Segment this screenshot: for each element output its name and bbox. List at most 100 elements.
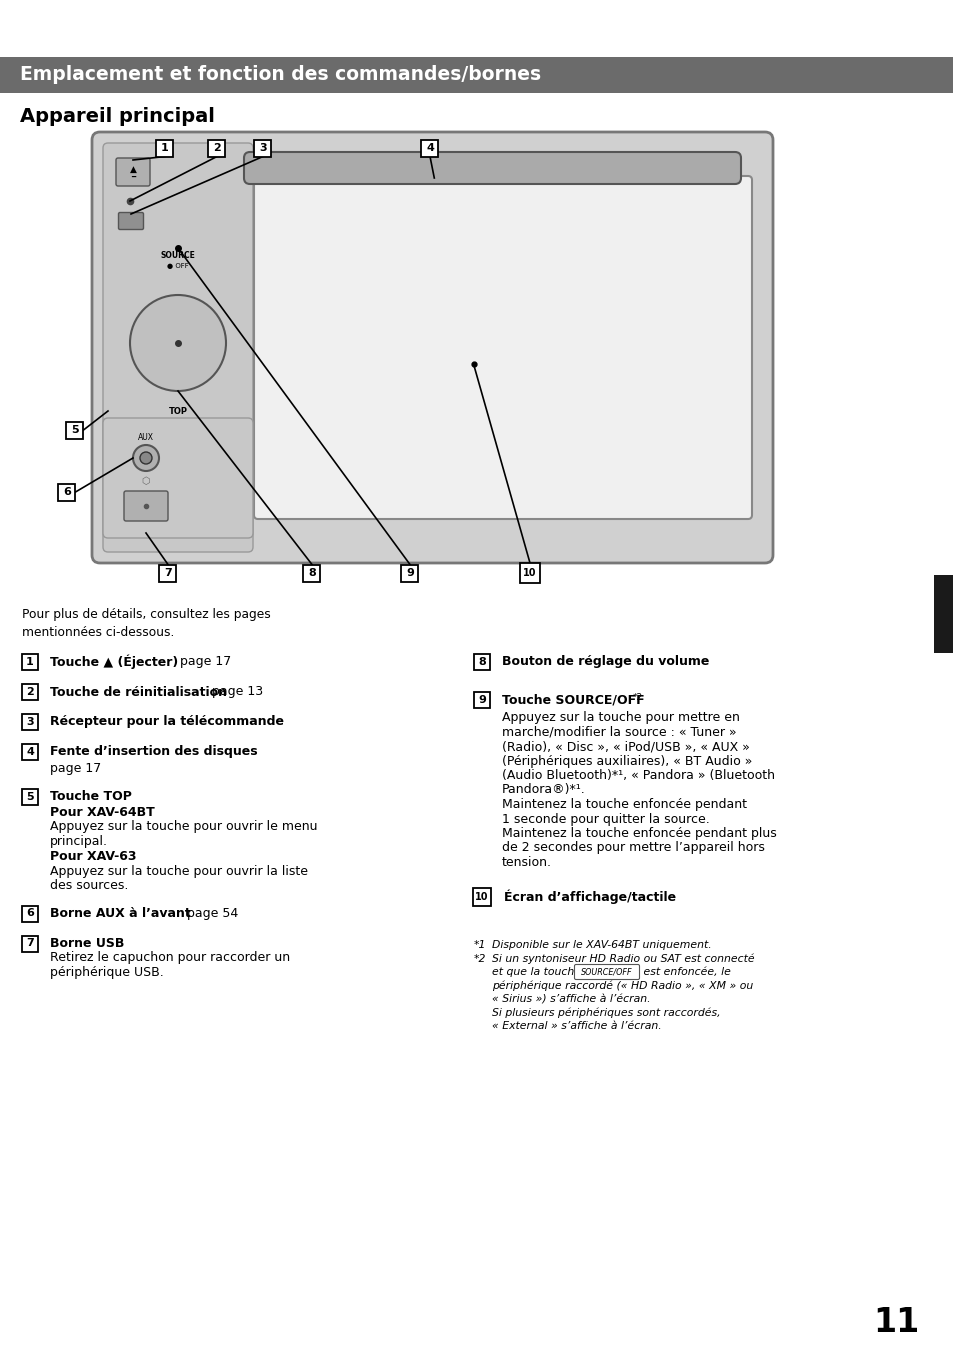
Text: 6: 6 bbox=[26, 909, 34, 918]
Text: Récepteur pour la télécommande: Récepteur pour la télécommande bbox=[50, 715, 284, 729]
FancyBboxPatch shape bbox=[118, 212, 143, 230]
Text: 2: 2 bbox=[213, 143, 221, 153]
Text: 4: 4 bbox=[426, 143, 434, 153]
FancyBboxPatch shape bbox=[574, 964, 639, 979]
Text: Appuyez sur la touche pour ouvrir le menu: Appuyez sur la touche pour ouvrir le men… bbox=[50, 821, 317, 833]
Text: 1: 1 bbox=[26, 657, 34, 667]
Text: 9: 9 bbox=[477, 695, 485, 704]
Bar bbox=[22, 684, 38, 700]
Text: page 17: page 17 bbox=[50, 763, 101, 775]
Text: SOURCE: SOURCE bbox=[160, 251, 195, 261]
Bar bbox=[22, 654, 38, 671]
Text: (Périphériques auxiliaires), « BT Audio »: (Périphériques auxiliaires), « BT Audio … bbox=[501, 754, 752, 768]
Text: des sources.: des sources. bbox=[50, 879, 129, 892]
FancyBboxPatch shape bbox=[103, 143, 253, 552]
Text: 3: 3 bbox=[259, 143, 267, 153]
Text: Touche ▲ (Éjecter): Touche ▲ (Éjecter) bbox=[50, 654, 178, 669]
Bar bbox=[474, 654, 490, 671]
Text: principal.: principal. bbox=[50, 834, 108, 848]
Text: ● OFF: ● OFF bbox=[167, 264, 189, 269]
Text: SOURCE/OFF: SOURCE/OFF bbox=[580, 968, 632, 976]
Text: 8: 8 bbox=[477, 657, 485, 667]
FancyBboxPatch shape bbox=[91, 132, 772, 562]
Text: Bouton de réglage du volume: Bouton de réglage du volume bbox=[501, 656, 709, 668]
Text: (Audio Bluetooth)*¹, « Pandora » (Bluetooth: (Audio Bluetooth)*¹, « Pandora » (Blueto… bbox=[501, 769, 774, 781]
Text: 11: 11 bbox=[873, 1306, 919, 1338]
Text: Fente d’insertion des disques: Fente d’insertion des disques bbox=[50, 745, 257, 758]
FancyBboxPatch shape bbox=[244, 151, 740, 184]
Text: *2: *2 bbox=[633, 692, 642, 702]
Text: Pandora®)*¹.: Pandora®)*¹. bbox=[501, 784, 585, 796]
Bar bbox=[0, 57, 953, 93]
Text: est enfoncée, le: est enfoncée, le bbox=[639, 967, 730, 977]
Text: de 2 secondes pour mettre l’appareil hors: de 2 secondes pour mettre l’appareil hor… bbox=[501, 841, 764, 854]
Text: Pour plus de détails, consultez les pages
mentionnées ci-dessous.: Pour plus de détails, consultez les page… bbox=[22, 608, 271, 639]
Text: Maintenez la touche enfoncée pendant: Maintenez la touche enfoncée pendant bbox=[501, 798, 746, 811]
Bar bbox=[519, 562, 539, 583]
Text: 1: 1 bbox=[161, 143, 169, 153]
Text: Disponible sur le XAV-64BT uniquement.: Disponible sur le XAV-64BT uniquement. bbox=[492, 940, 711, 950]
Text: (Radio), « Disc », « iPod/USB », « AUX »: (Radio), « Disc », « iPod/USB », « AUX » bbox=[501, 740, 749, 753]
Bar bbox=[473, 888, 491, 906]
Text: 5: 5 bbox=[71, 425, 79, 435]
Text: page 17: page 17 bbox=[175, 656, 231, 668]
Text: 1 seconde pour quitter la source.: 1 seconde pour quitter la source. bbox=[501, 813, 709, 826]
Text: Appuyez sur la touche pour mettre en: Appuyez sur la touche pour mettre en bbox=[501, 711, 740, 725]
Text: ⬡: ⬡ bbox=[142, 476, 150, 485]
Text: AUX: AUX bbox=[138, 434, 153, 442]
Text: ▲: ▲ bbox=[130, 165, 136, 173]
Text: page 13: page 13 bbox=[208, 685, 263, 699]
Bar bbox=[22, 714, 38, 730]
Text: Touche de réinitialisation: Touche de réinitialisation bbox=[50, 685, 227, 699]
Bar bbox=[209, 139, 225, 157]
Text: 10: 10 bbox=[522, 568, 537, 579]
Text: Appareil principal: Appareil principal bbox=[20, 107, 214, 126]
Text: Borne USB: Borne USB bbox=[50, 937, 124, 950]
Bar bbox=[22, 744, 38, 760]
Bar bbox=[67, 422, 84, 438]
Bar bbox=[303, 565, 320, 581]
Text: 7: 7 bbox=[164, 568, 172, 579]
Text: Appuyez sur la touche pour ouvrir la liste: Appuyez sur la touche pour ouvrir la lis… bbox=[50, 864, 308, 877]
Text: 3: 3 bbox=[26, 717, 33, 727]
Text: Pour XAV-64BT: Pour XAV-64BT bbox=[50, 806, 154, 818]
Text: tension.: tension. bbox=[501, 856, 552, 869]
Text: « Sirius ») s’affiche à l’écran.: « Sirius ») s’affiche à l’écran. bbox=[492, 994, 650, 1005]
Bar bbox=[474, 692, 490, 708]
Bar bbox=[22, 788, 38, 804]
Circle shape bbox=[140, 452, 152, 464]
Bar bbox=[401, 565, 418, 581]
Text: Touche TOP: Touche TOP bbox=[50, 790, 132, 803]
Bar bbox=[159, 565, 176, 581]
Text: TOP: TOP bbox=[169, 407, 188, 415]
FancyBboxPatch shape bbox=[124, 491, 168, 521]
Text: Écran d’affichage/tactile: Écran d’affichage/tactile bbox=[503, 890, 676, 904]
Text: Borne AUX à l’avant: Borne AUX à l’avant bbox=[50, 907, 191, 919]
Text: Pour XAV-63: Pour XAV-63 bbox=[50, 850, 136, 863]
Text: 9: 9 bbox=[406, 568, 414, 579]
Text: 2: 2 bbox=[26, 687, 34, 698]
Text: 4: 4 bbox=[26, 748, 34, 757]
Bar bbox=[22, 936, 38, 952]
Text: marche/modifier la source : « Tuner »: marche/modifier la source : « Tuner » bbox=[501, 726, 736, 738]
Text: page 54: page 54 bbox=[183, 907, 238, 919]
Bar bbox=[58, 484, 75, 500]
Text: Si plusieurs périphériques sont raccordés,: Si plusieurs périphériques sont raccordé… bbox=[492, 1007, 720, 1018]
Text: périphérique raccordé (« HD Radio », « XM » ou: périphérique raccordé (« HD Radio », « X… bbox=[492, 980, 753, 991]
Text: 7: 7 bbox=[26, 938, 34, 949]
Bar bbox=[933, 575, 953, 653]
Text: Retirez le capuchon pour raccorder un: Retirez le capuchon pour raccorder un bbox=[50, 952, 290, 964]
Text: Touche SOURCE/OFF: Touche SOURCE/OFF bbox=[501, 694, 644, 707]
Bar bbox=[254, 139, 272, 157]
Circle shape bbox=[130, 295, 226, 391]
Bar bbox=[22, 906, 38, 922]
Text: périphérique USB.: périphérique USB. bbox=[50, 965, 164, 979]
Text: et que la touche: et que la touche bbox=[492, 967, 584, 977]
Text: Emplacement et fonction des commandes/bornes: Emplacement et fonction des commandes/bo… bbox=[20, 65, 540, 84]
Text: 8: 8 bbox=[308, 568, 315, 579]
Text: « External » s’affiche à l’écran.: « External » s’affiche à l’écran. bbox=[492, 1021, 661, 1032]
FancyBboxPatch shape bbox=[253, 176, 751, 519]
FancyBboxPatch shape bbox=[116, 158, 150, 187]
FancyBboxPatch shape bbox=[103, 418, 253, 538]
Text: *1: *1 bbox=[474, 940, 486, 950]
